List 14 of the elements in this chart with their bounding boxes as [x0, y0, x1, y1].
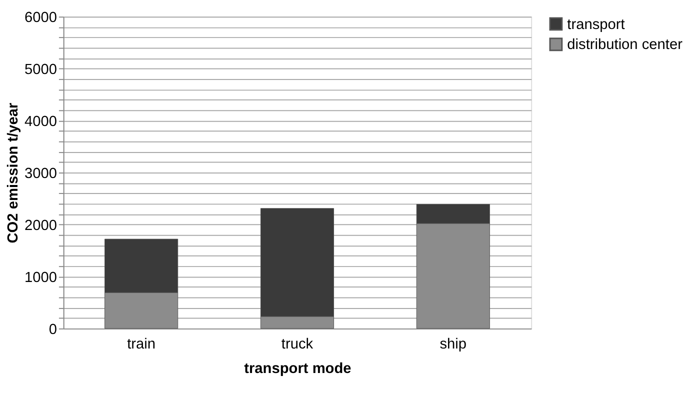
- legend-label: distribution center: [567, 37, 683, 54]
- y-tick-label: 2000: [24, 218, 58, 234]
- x-tick-label: train: [127, 336, 156, 352]
- x-axis-title: transport mode: [244, 360, 352, 377]
- y-tick-label: 1000: [24, 270, 58, 286]
- y-tick-label: 3000: [24, 166, 58, 182]
- y-tick-label: 0: [48, 322, 58, 338]
- legend-label: transport: [567, 16, 625, 33]
- x-tick-label: truck: [281, 336, 314, 352]
- y-tick-label: 6000: [24, 10, 58, 26]
- y-tick-label: 4000: [24, 114, 58, 130]
- x-tick-label: ship: [440, 336, 467, 352]
- y-tick-label: 5000: [24, 62, 58, 78]
- y-axis-title: CO2 emission t/year: [6, 102, 22, 244]
